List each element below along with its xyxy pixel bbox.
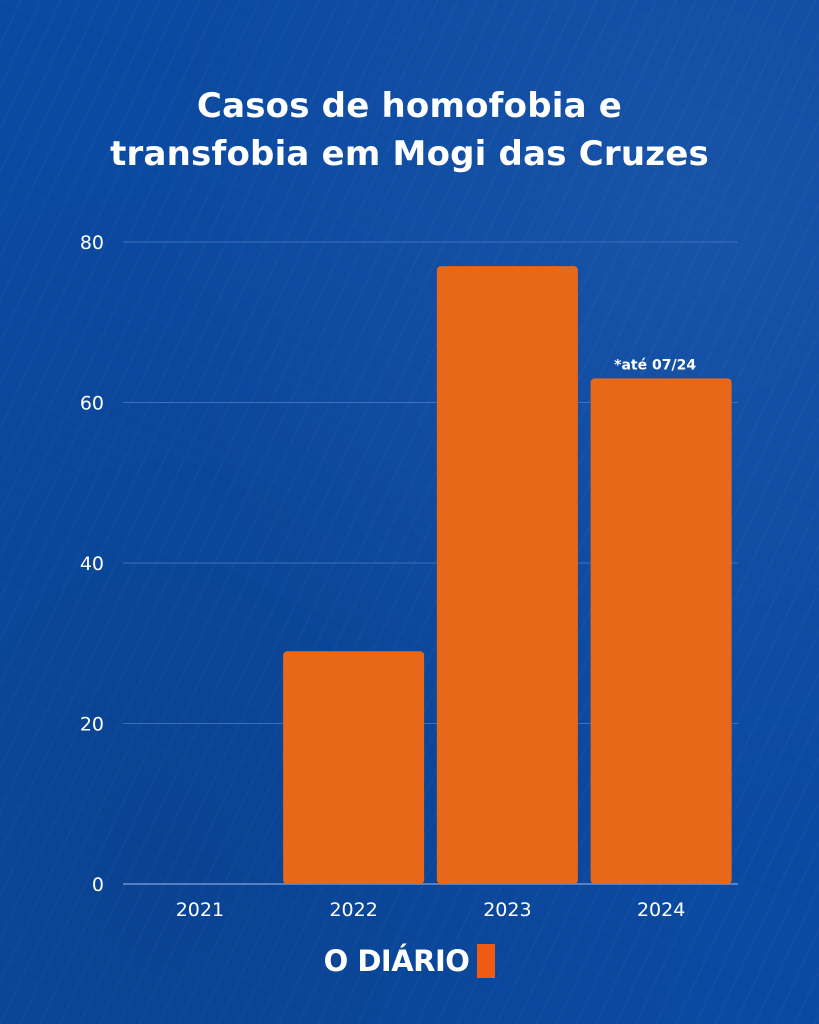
x-tick-label-2024: 2024: [637, 899, 685, 921]
annotation-2024: *até 07/24: [614, 357, 696, 373]
bar-2023: [436, 266, 578, 884]
labels-layer: 0 20 40 60 80 2021 2022 2023 2024 *até 07/24: [80, 232, 697, 921]
logo-text: O DIÁRIO: [323, 944, 470, 978]
y-tick-label-40: 40: [80, 553, 104, 575]
y-tick-label-20: 20: [80, 714, 104, 736]
logo-accent-mark: [477, 944, 496, 978]
x-tick-label-2023: 2023: [483, 899, 531, 921]
chart-title-line-1: Casos de homofobia e: [196, 86, 623, 126]
y-tick-label-60: 60: [80, 393, 104, 415]
y-tick-label-0: 0: [92, 874, 104, 896]
bar-2022: [283, 651, 425, 884]
bar-2024: [590, 378, 732, 884]
x-tick-label-2021: 2021: [176, 899, 224, 921]
brand-logo: O DIÁRIO: [0, 944, 819, 978]
x-tick-label-2022: 2022: [329, 899, 377, 921]
chart-title: Casos de homofobia e transfobia em Mogi …: [0, 82, 819, 178]
bars-layer: [283, 266, 732, 884]
chart-title-line-2: transfobia em Mogi das Cruzes: [110, 134, 709, 174]
y-tick-label-80: 80: [80, 232, 104, 254]
